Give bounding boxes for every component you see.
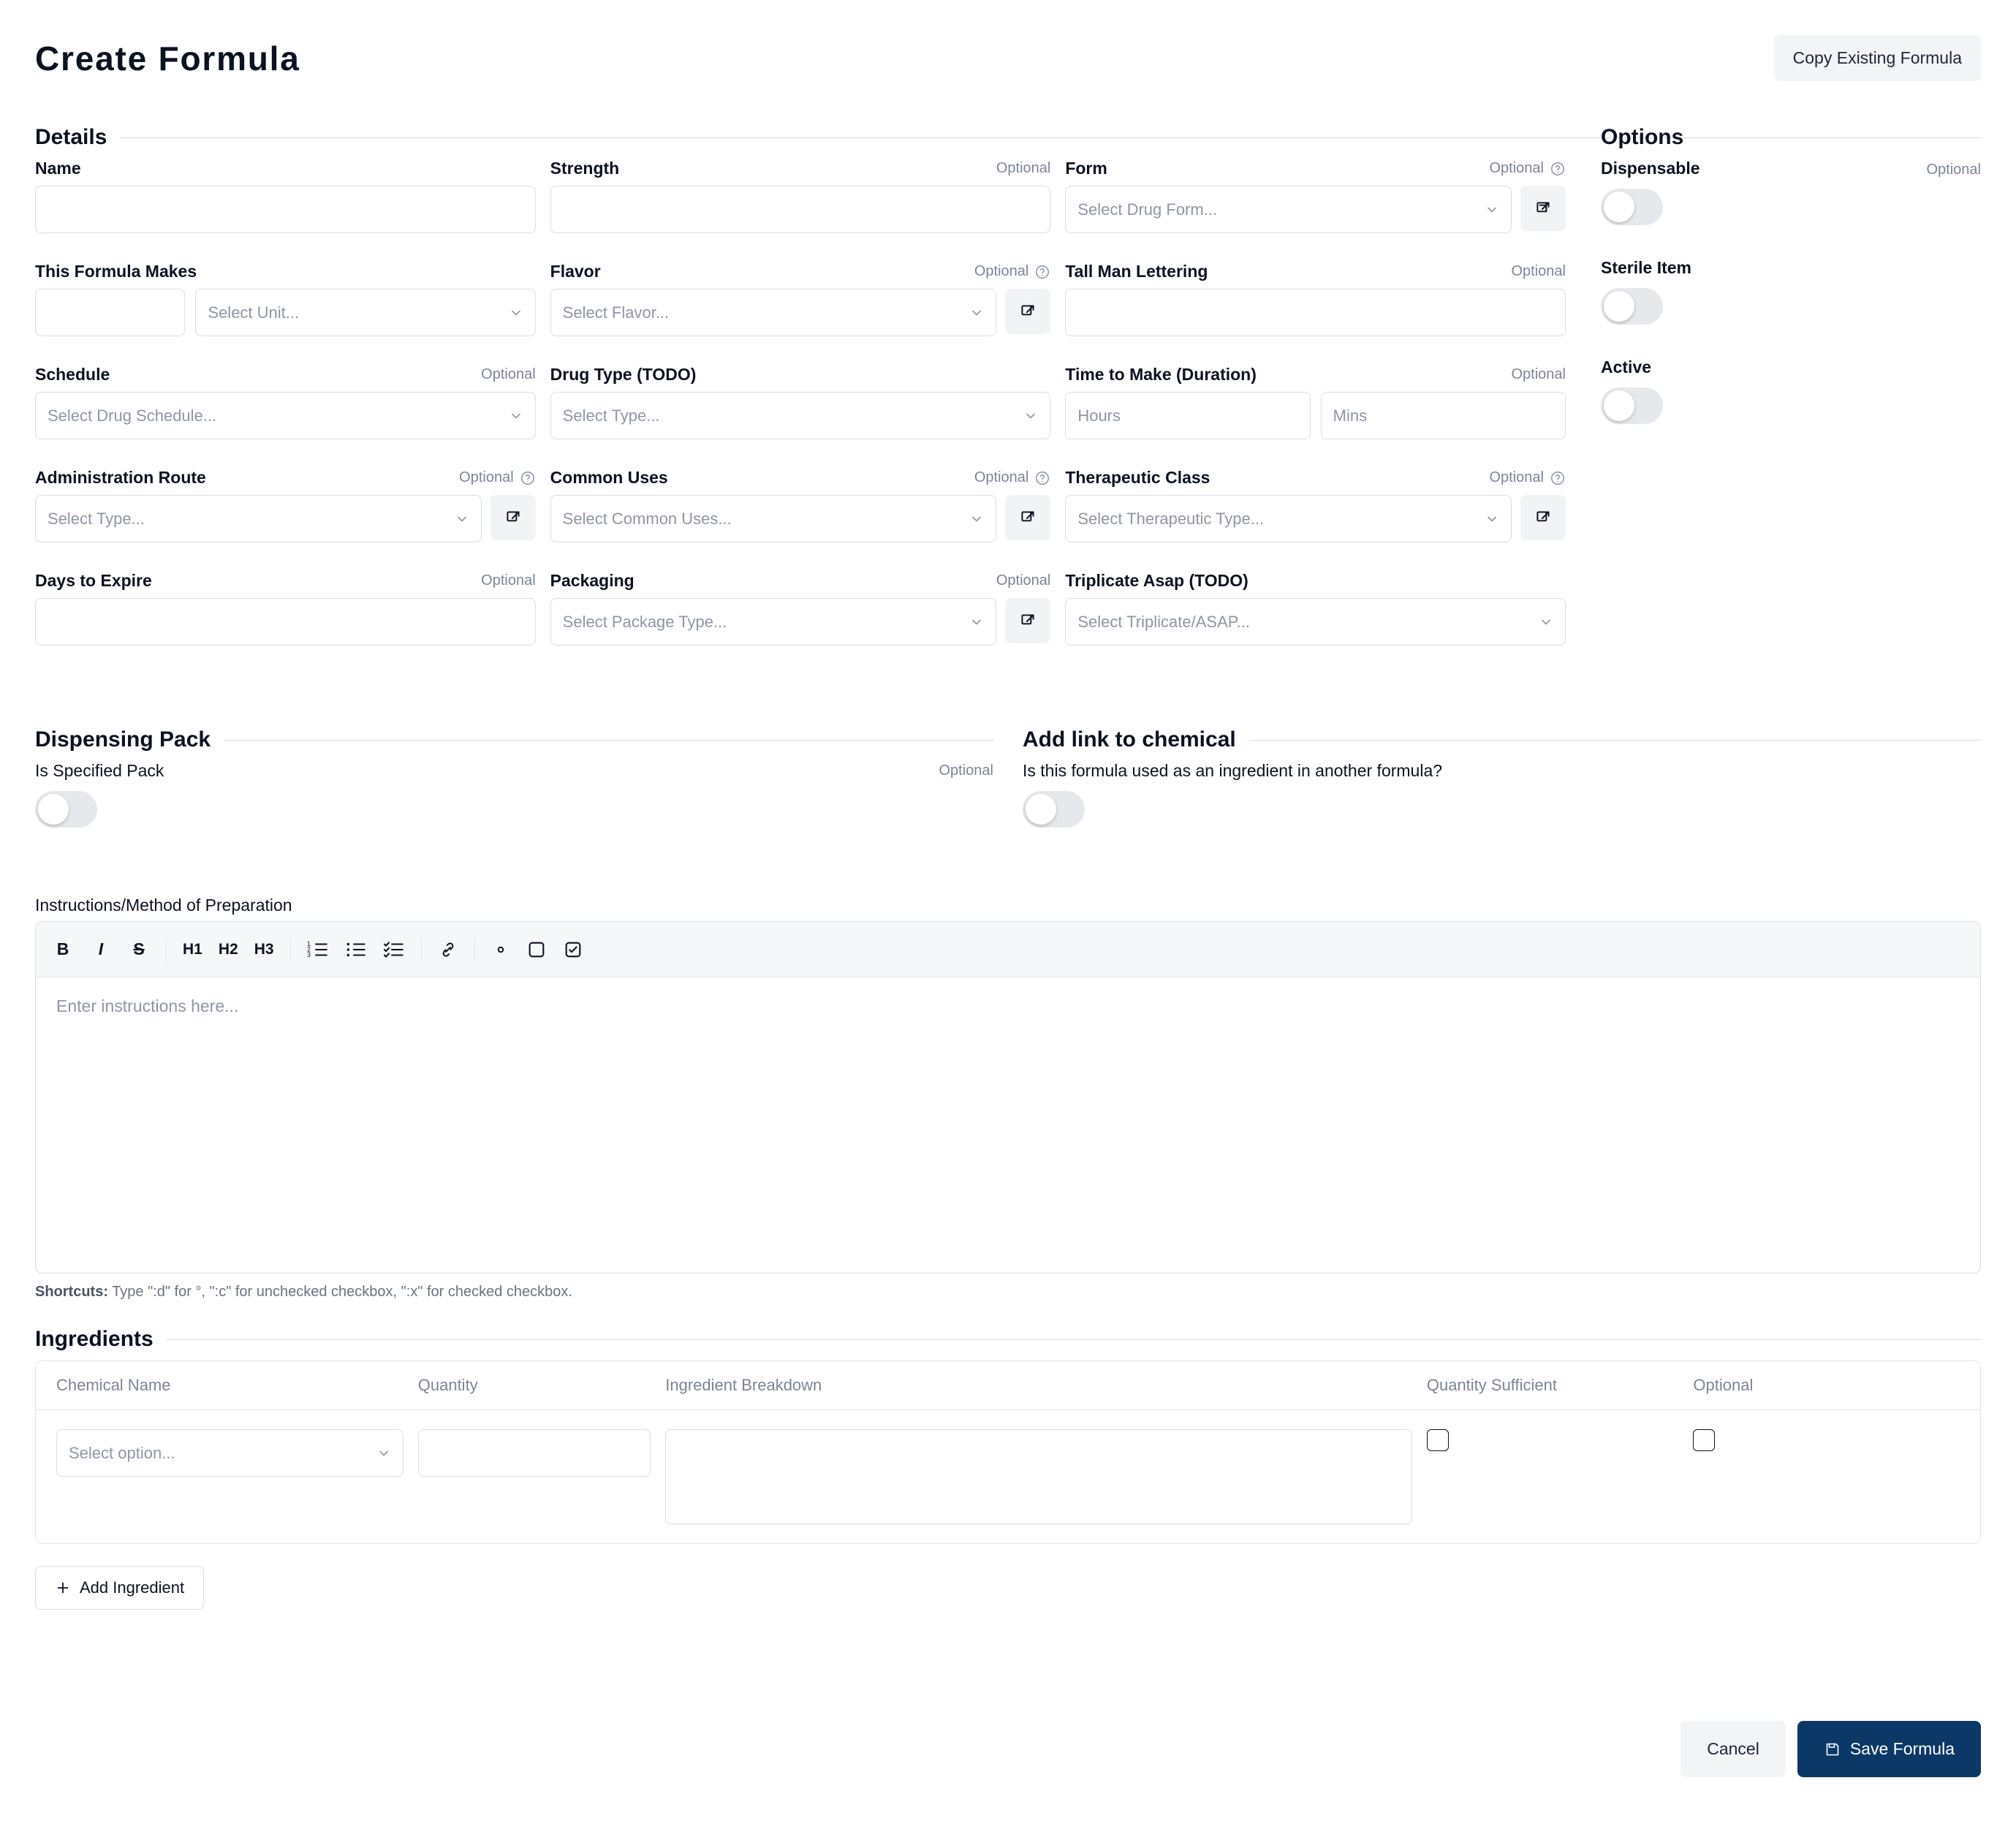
svg-text:3: 3 <box>307 951 311 958</box>
